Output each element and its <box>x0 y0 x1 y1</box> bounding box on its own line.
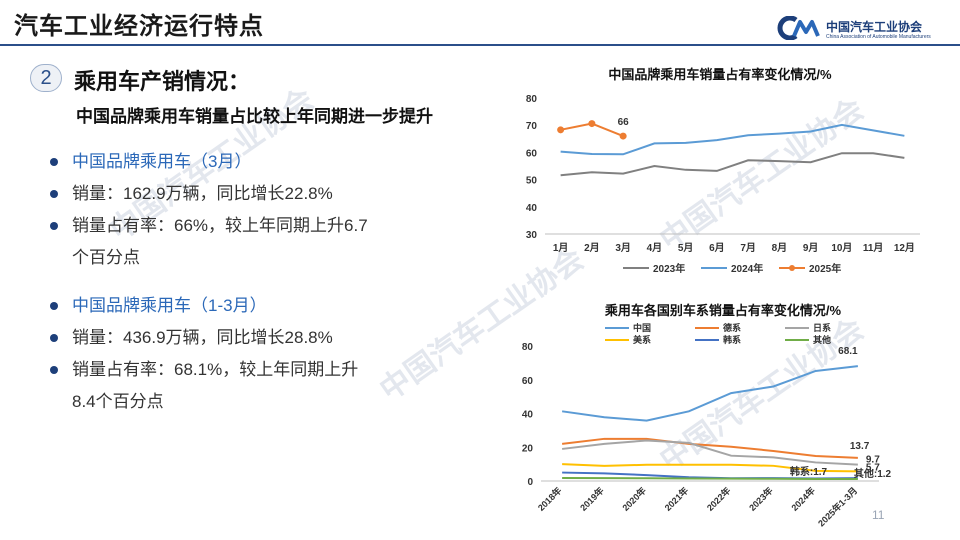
logo-text-cn: 中国汽车工业协会 <box>826 20 923 34</box>
legend-label: 2025年 <box>809 262 841 275</box>
bullet-dot-icon <box>50 222 58 230</box>
data-point <box>557 126 565 134</box>
x-tick-label: 4月 <box>647 242 663 254</box>
bullet-heading: 中国品牌乘用车（1-3月） <box>72 296 267 315</box>
logo-text-en: China Association of Automobile Manufact… <box>826 34 931 40</box>
data-label: 5.7 <box>866 462 880 473</box>
x-tick-label: 8月 <box>772 242 788 254</box>
series-line <box>562 437 858 459</box>
page-title: 汽车工业经济运行特点 <box>14 13 264 40</box>
legend-label: 美系 <box>633 334 651 345</box>
caam-logo-icon <box>777 16 820 40</box>
x-tick-label: 2月 <box>584 242 600 254</box>
x-tick-label: 2024年 <box>789 485 817 513</box>
series-line <box>562 439 858 466</box>
data-label: 韩系:1.7 <box>790 465 828 478</box>
bullet-item: 销量：162.9万辆，同比增长22.8% <box>50 178 490 210</box>
y-tick-label: 40 <box>526 203 538 214</box>
legend-label: 2023年 <box>653 262 685 275</box>
page-number: 11 <box>872 508 885 522</box>
data-label: 68.1 <box>838 346 858 357</box>
bullet-text: 销量：436.9万辆，同比增长28.8% <box>72 328 333 347</box>
header-bar: 汽车工业经济运行特点 中国汽车工业协会 China Association of… <box>0 0 960 44</box>
bullet-item: 销量占有率：66%，较上年同期上升6.7 <box>50 210 490 242</box>
y-tick-label: 0 <box>527 477 533 488</box>
bullet-heading: 中国品牌乘用车（3月） <box>72 152 252 171</box>
bullet-text: 销量占有率：68.1%，较上年同期上升 <box>72 360 359 379</box>
y-tick-label: 50 <box>526 176 538 187</box>
y-tick-label: 20 <box>522 443 534 454</box>
series-line <box>560 123 905 156</box>
section-number-badge: 2 <box>30 64 62 92</box>
legend-label: 韩系 <box>723 334 741 345</box>
brand-share-monthly-chart: 30 40 50 60 70 80 1月 2月 3月 4月 5月 6月 7月 8月 9月 10月 11月 12月 6… <box>526 94 920 275</box>
x-tick-label: 2025年1-3月 <box>815 485 859 529</box>
legend-label: 其他 <box>813 334 831 345</box>
caam-logo: 中国汽车工业协会 China Association of Automobile… <box>776 14 946 42</box>
series-line <box>562 463 858 473</box>
series-line <box>560 152 905 177</box>
x-tick-label: 2021年 <box>662 485 690 513</box>
data-label: 13.7 <box>850 441 870 452</box>
y-tick-label: 80 <box>526 94 538 105</box>
bullet-text: 销量：162.9万辆，同比增长22.8% <box>72 184 333 203</box>
bullet-dot-icon <box>50 190 58 198</box>
legend-label: 日系 <box>813 322 831 333</box>
bullet-text: 销量占有率：66%，较上年同期上升6.7 <box>72 216 368 235</box>
series-line <box>561 365 858 422</box>
legend-marker <box>789 265 795 271</box>
data-label: 66 <box>618 117 630 128</box>
bullet-dot-icon <box>50 366 58 374</box>
x-tick-label: 10月 <box>831 242 852 254</box>
legend-label: 中国 <box>633 322 651 333</box>
chart1-title: 中国品牌乘用车销量占有率变化情况/% <box>608 67 832 82</box>
bullet-continuation: 个百分点 <box>72 248 140 267</box>
bullet-item: 中国品牌乘用车（1-3月） <box>50 290 490 322</box>
x-tick-label: 12月 <box>894 242 915 254</box>
y-tick-label: 30 <box>526 230 538 241</box>
series-line <box>562 476 858 480</box>
data-label: 其他:1.2 <box>854 467 892 480</box>
header-divider <box>0 44 960 46</box>
y-tick-label: 40 <box>522 410 534 421</box>
section-subtitle: 中国品牌乘用车销量占比较上年同期进一步提升 <box>76 107 433 126</box>
x-tick-label: 1月 <box>553 242 569 254</box>
chart2-title: 乘用车各国别车系销量占有率变化情况/% <box>604 303 842 318</box>
x-tick-label: 6月 <box>709 242 725 254</box>
x-tick-label: 7月 <box>740 242 756 254</box>
bullet-item: 销量占有率：68.1%，较上年同期上升 <box>50 354 490 386</box>
x-tick-label: 2023年 <box>746 485 774 513</box>
x-tick-label: 2019年 <box>577 485 605 513</box>
bullet-continuation: 8.4个百分点 <box>72 392 164 411</box>
data-point <box>588 120 596 128</box>
y-tick-label: 80 <box>522 342 534 353</box>
bullet-list: 中国品牌乘用车（3月） 销量：162.9万辆，同比增长22.8% 销量占有率：6… <box>50 146 490 418</box>
data-label: 9.7 <box>866 455 880 466</box>
x-tick-label: 2018年 <box>535 485 563 513</box>
bullet-dot-icon <box>50 334 58 342</box>
x-tick-label: 3月 <box>615 242 631 254</box>
section-title: 乘用车产销情况： <box>74 69 251 94</box>
bullet-dot-icon <box>50 302 58 310</box>
data-point <box>619 132 627 140</box>
x-tick-label: 11月 <box>863 242 884 254</box>
legend-label: 德系 <box>723 322 741 333</box>
bullet-item: 销量：436.9万辆，同比增长28.8% <box>50 322 490 354</box>
y-tick-label: 70 <box>526 121 538 132</box>
legend-label: 2024年 <box>731 262 763 275</box>
bullet-dot-icon <box>50 158 58 166</box>
y-tick-label: 60 <box>522 376 534 387</box>
x-tick-label: 5月 <box>678 242 694 254</box>
bullet-item: 中国品牌乘用车（3月） <box>50 146 490 178</box>
x-tick-label: 2020年 <box>620 485 648 513</box>
y-tick-label: 60 <box>526 148 538 159</box>
x-tick-label: 2022年 <box>704 485 732 513</box>
x-tick-label: 9月 <box>803 242 819 254</box>
